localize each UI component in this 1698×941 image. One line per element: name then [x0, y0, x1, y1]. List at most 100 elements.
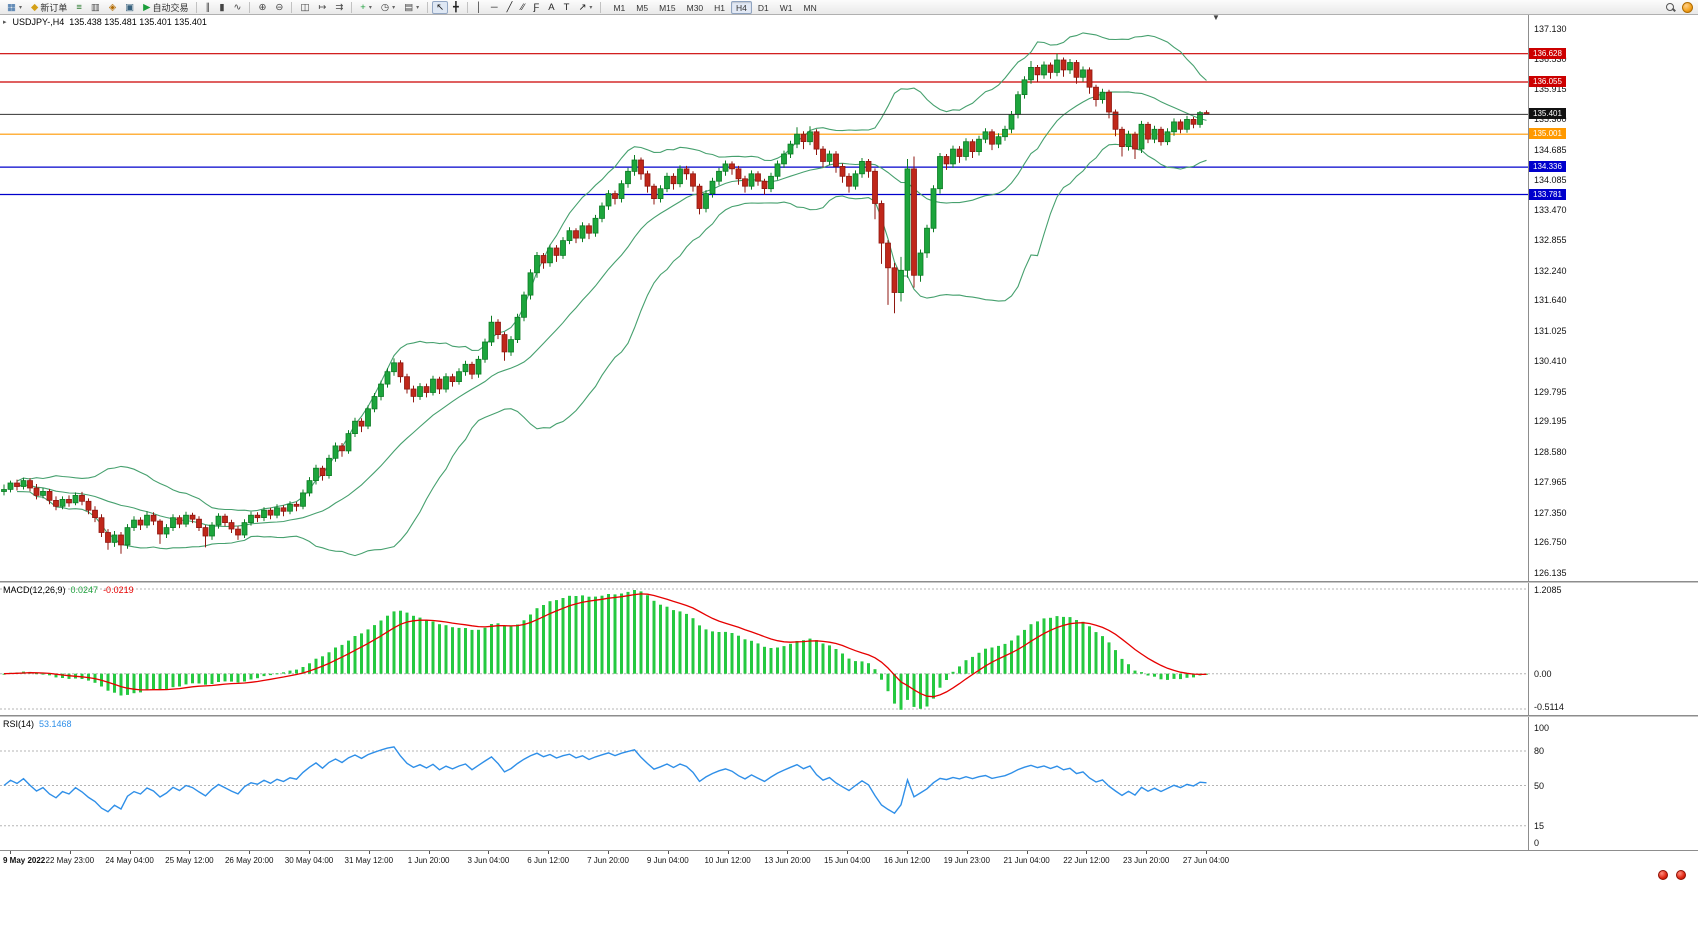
- community-icon[interactable]: [1682, 1, 1693, 13]
- status-indicator-icon[interactable]: [1658, 870, 1668, 880]
- rsi-axis: 100 80 50 15 0: [1528, 717, 1698, 850]
- panel-splitter[interactable]: [0, 581, 1698, 583]
- crosshair-button[interactable]: ╋: [449, 1, 463, 14]
- toolbar-separator: [351, 1, 353, 13]
- time-axis-label: 25 May 12:00: [165, 856, 214, 865]
- autotrading-button[interactable]: ▶ 自动交易: [139, 1, 192, 14]
- macd-scale-label: -0.5114: [1534, 702, 1564, 712]
- tile-windows-button[interactable]: ◫: [296, 1, 313, 14]
- price-axis-label: 126.750: [1534, 537, 1567, 548]
- time-axis-tick: [428, 851, 430, 854]
- horizontal-line-button-icon: ─: [490, 1, 498, 13]
- search-icon[interactable]: [1665, 2, 1676, 13]
- cursor-button[interactable]: ↖: [432, 0, 449, 14]
- panel-splitter[interactable]: [0, 715, 1698, 717]
- price-axis-label: 137.130: [1534, 23, 1567, 34]
- rsi-plot[interactable]: [0, 717, 1528, 850]
- fibonacci-button[interactable]: Ƒ: [529, 1, 543, 14]
- timeframe-m30[interactable]: M30: [686, 2, 704, 13]
- data-window-button[interactable]: ▥: [87, 1, 104, 14]
- macd-axis: 1.2085 0.00 -0.5114: [1528, 583, 1698, 715]
- zoom-out-button-icon: ⊖: [275, 1, 284, 13]
- price-level-tag: 135.001: [1529, 128, 1566, 140]
- rsi-panel[interactable]: RSI(14) 53.1468 100 80 50 15 0: [0, 717, 1698, 850]
- cursor-button-icon: ↖: [436, 1, 445, 13]
- data-window-button-icon: ▥: [90, 1, 100, 13]
- macd-value: 0.0247: [70, 585, 99, 595]
- toolbar-separator: [196, 1, 198, 13]
- time-axis-tick: [368, 851, 370, 854]
- vertical-line-button[interactable]: │: [472, 1, 486, 14]
- price-axis-label: 130.410: [1534, 356, 1567, 367]
- time-axis-tick: [488, 851, 490, 854]
- time-axis-tick: [966, 851, 968, 854]
- macd-scale-label: 0.00: [1534, 668, 1552, 679]
- toolbar-separator: [427, 1, 429, 13]
- time-axis[interactable]: 9 May 2022 22 May 23:00 24 May 04:00 25 May…: [0, 850, 1698, 867]
- price-axis-label: 127.965: [1534, 477, 1567, 488]
- text-button[interactable]: A: [544, 1, 558, 14]
- templates-button-icon: ▤: [404, 1, 414, 13]
- trendline-button-icon: ╱: [506, 1, 513, 13]
- auto-scroll-button[interactable]: ↦: [314, 1, 330, 14]
- price-axis-label: 135.915: [1534, 83, 1567, 94]
- timeframe-m1[interactable]: M1: [613, 2, 626, 13]
- price-plot[interactable]: [0, 15, 1528, 581]
- chart-symbol-period: USDJPY-,H4: [12, 17, 65, 27]
- label-button[interactable]: T: [560, 1, 574, 14]
- time-axis-tick: [1086, 851, 1088, 854]
- terminal-button-icon: ▣: [125, 1, 135, 13]
- vertical-line-button-icon: │: [475, 1, 482, 13]
- price-chart-panel[interactable]: ▸ USDJPY-,H4 135.438 135.481 135.401 135…: [0, 15, 1698, 581]
- trendline-button[interactable]: ╱: [503, 1, 517, 14]
- rsi-label: RSI(14): [3, 719, 35, 729]
- timeframe-m15[interactable]: M15: [659, 2, 676, 13]
- channel-button[interactable]: ∕∕: [517, 1, 528, 14]
- price-axis-label: 129.795: [1534, 386, 1567, 397]
- bar-chart-button[interactable]: ∥: [201, 1, 214, 14]
- market-watch-button[interactable]: ≡: [72, 1, 86, 14]
- macd-plot[interactable]: [0, 583, 1528, 715]
- timeframe-mn[interactable]: MN: [803, 2, 817, 13]
- crosshair-button-icon: ╋: [453, 1, 459, 13]
- navigator-button[interactable]: ◈: [105, 1, 120, 14]
- arrows-button[interactable]: ↗ ▾: [574, 1, 596, 14]
- time-axis-tick: [10, 851, 11, 854]
- time-axis-label: 30 May 04:00: [284, 856, 334, 865]
- time-axis-tick: [1146, 851, 1148, 854]
- candlestick-chart-button[interactable]: ▮: [215, 1, 228, 14]
- indicators-button[interactable]: + ▾: [356, 1, 376, 14]
- timeframe-h1[interactable]: H1: [714, 2, 726, 13]
- toolbar: ▦ ▾ ◆ 新订单 ≡ ▥ ◈ ▣ ▶ 自动交易 ∥ ▮ ∿ ⊕ ⊖ ◫ ↦ ⇉ + ▾ ◷ ▾ ▤ ▾ ↖ ╋ │ ─ ╱ ∕∕ Ƒ A T ↗…: [0, 0, 1698, 15]
- zoom-out-button[interactable]: ⊖: [271, 1, 287, 14]
- dropdown-caret-icon: ▾: [416, 4, 420, 11]
- bottom-strip: [0, 867, 1698, 941]
- periods-button[interactable]: ◷ ▾: [377, 1, 399, 14]
- one-click-trading-toggle[interactable]: ▸: [3, 19, 7, 26]
- new-chart-button[interactable]: ▦ ▾: [3, 1, 26, 14]
- zoom-in-button[interactable]: ⊕: [254, 1, 270, 14]
- macd-panel[interactable]: MACD(12,26,9) 0.0247 -0.0219 1.2085 0.00 -…: [0, 583, 1698, 715]
- new-order-button[interactable]: ◆ 新订单: [27, 1, 71, 14]
- price-axis-label: 132.855: [1534, 235, 1567, 246]
- chart-shift-button[interactable]: ⇉: [331, 1, 347, 14]
- timeframe-d1[interactable]: D1: [757, 2, 769, 13]
- price-level-tag: 136.055: [1529, 76, 1566, 88]
- line-chart-button[interactable]: ∿: [229, 1, 245, 14]
- terminal-button[interactable]: ▣: [121, 1, 138, 14]
- price-axis-label: 133.470: [1534, 204, 1567, 215]
- templates-button[interactable]: ▤ ▾: [400, 1, 423, 14]
- price-axis-label: 134.685: [1534, 144, 1567, 155]
- time-axis-tick: [548, 851, 550, 854]
- status-indicator-icon[interactable]: [1676, 870, 1686, 880]
- timeframe-h4[interactable]: H4: [731, 0, 752, 14]
- price-axis[interactable]: 137.130136.530135.915135.300134.685134.0…: [1528, 15, 1698, 581]
- rsi-value: 53.1468: [39, 719, 72, 729]
- timeframe-w1[interactable]: W1: [779, 2, 793, 13]
- arrows-button-icon: ↗: [578, 1, 587, 13]
- rsi-scale-label: 80: [1534, 746, 1545, 756]
- timeframe-m5[interactable]: M5: [636, 2, 649, 13]
- rsi-scale-label: 50: [1534, 780, 1545, 791]
- price-level-tag: 134.336: [1529, 161, 1566, 173]
- horizontal-line-button[interactable]: ─: [487, 1, 502, 14]
